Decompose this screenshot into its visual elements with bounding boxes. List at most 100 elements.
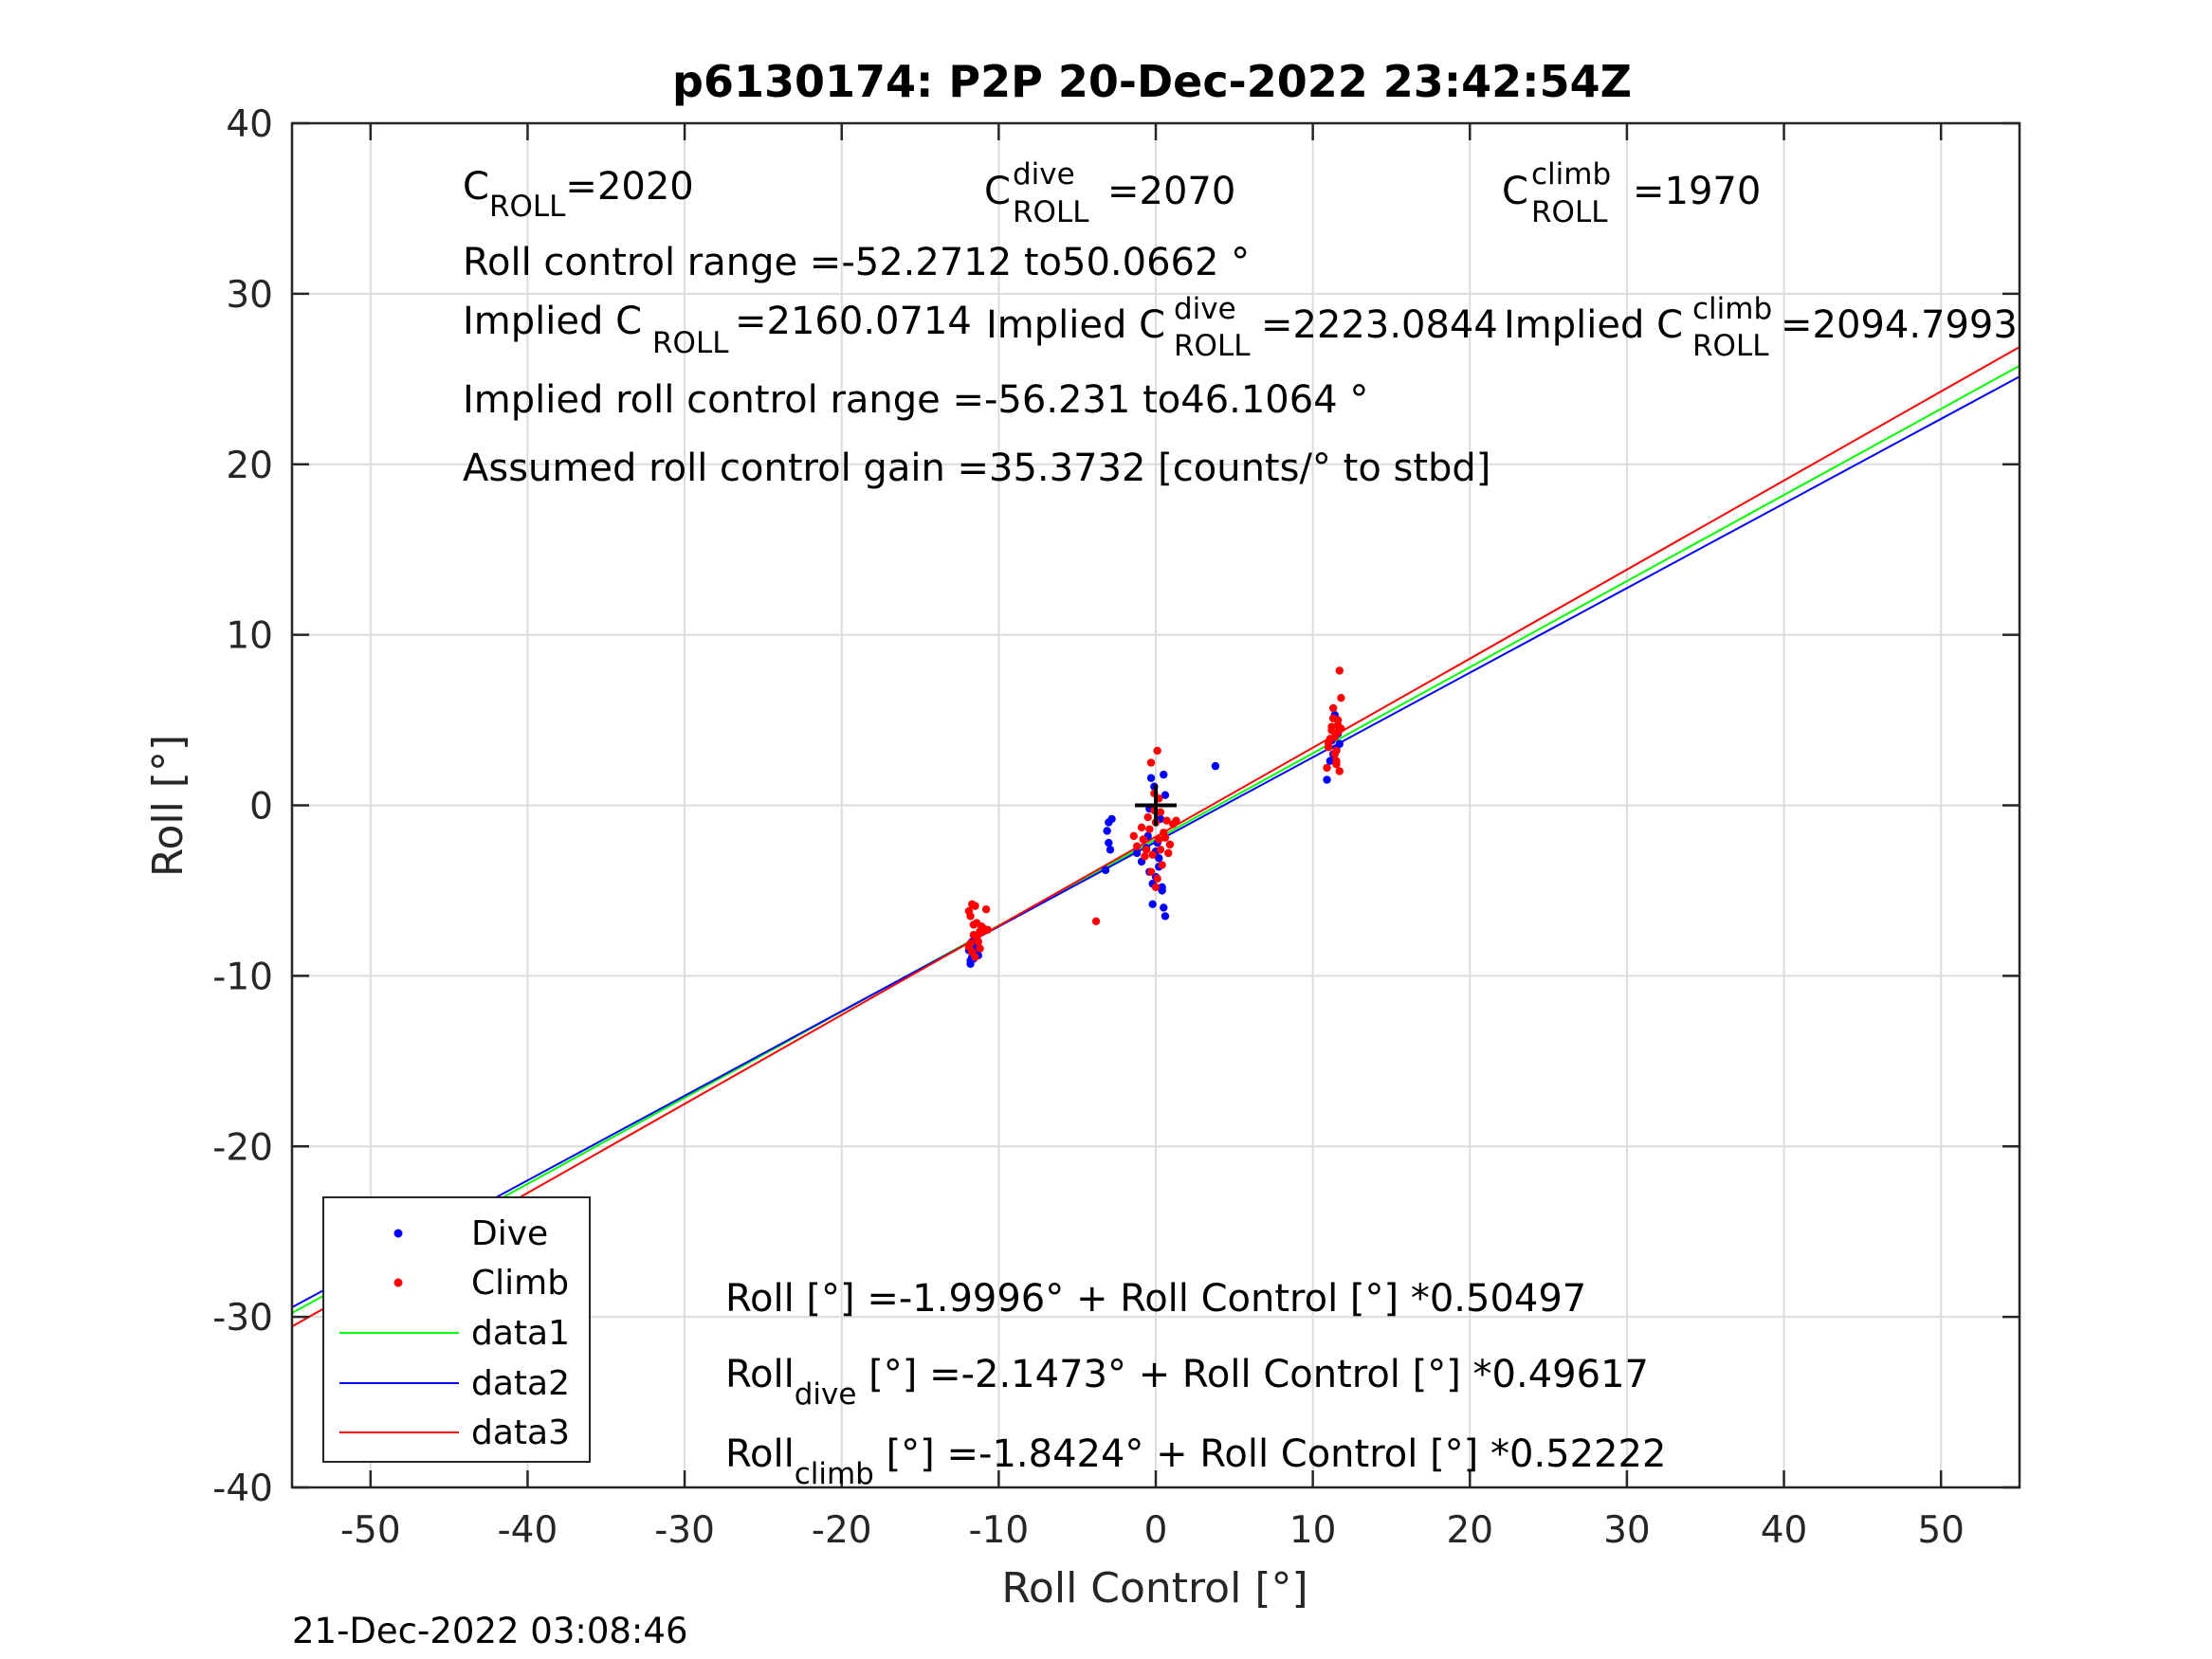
- y-tick-label: 40: [226, 103, 273, 146]
- point-climb: [1145, 825, 1154, 833]
- point-climb: [1161, 833, 1170, 842]
- point-climb: [1156, 808, 1165, 816]
- implied-c-roll-annotation: Implied C ROLL =2160.0714: [463, 300, 972, 360]
- y-axis-label: Roll [°]: [144, 735, 192, 877]
- y-tick-label: -20: [212, 1126, 273, 1169]
- point-climb: [972, 919, 981, 927]
- y-tick-label: 30: [226, 274, 273, 317]
- point-climb: [1142, 846, 1151, 854]
- svg-text:=2160.0714: =2160.0714: [735, 300, 972, 343]
- x-tick-label: 0: [1144, 1509, 1168, 1552]
- point-dive: [1107, 814, 1116, 824]
- y-tick-label: -40: [212, 1468, 273, 1510]
- point-dive: [1161, 912, 1170, 921]
- legend-label-data2: data2: [471, 1364, 570, 1403]
- point-climb: [1148, 850, 1157, 859]
- point-climb: [1162, 816, 1171, 825]
- svg-text:=2070: =2070: [1107, 170, 1235, 213]
- svg-text:ROLL: ROLL: [1692, 329, 1769, 363]
- x-tick-label: 30: [1603, 1509, 1651, 1552]
- point-climb: [1335, 666, 1344, 675]
- point-climb: [971, 902, 979, 910]
- equation-dive: Rolldive [°] =-2.1473° + Roll Control [°…: [725, 1353, 1649, 1412]
- implied-c-roll-climb-annotation: Implied C climb ROLL =2094.7993: [1504, 292, 2018, 363]
- legend-label-data1: data1: [471, 1314, 570, 1353]
- point-climb: [1325, 739, 1333, 748]
- legend-marker-climb: [393, 1278, 403, 1287]
- point-climb: [974, 938, 983, 946]
- point-dive: [1160, 770, 1168, 779]
- point-climb: [1151, 883, 1161, 892]
- c-roll-climb-annotation: C climb ROLL =1970: [1502, 157, 1761, 229]
- point-climb: [981, 905, 991, 914]
- point-climb: [1129, 831, 1139, 841]
- point-dive: [1158, 883, 1166, 892]
- point-dive: [1146, 774, 1156, 782]
- point-dive: [1160, 903, 1168, 912]
- x-tick-label: -50: [340, 1509, 401, 1552]
- point-dive: [1101, 866, 1110, 875]
- point-climb: [966, 912, 975, 921]
- svg-text:=2094.7993: =2094.7993: [1781, 303, 2018, 347]
- point-climb: [1132, 842, 1142, 850]
- svg-text:C: C: [1502, 170, 1528, 213]
- x-tick-label: -20: [812, 1509, 872, 1552]
- point-climb: [976, 944, 984, 953]
- point-climb: [1328, 714, 1338, 722]
- x-axis-label: Roll Control [°]: [1001, 1564, 1307, 1613]
- point-climb: [1091, 917, 1101, 926]
- chart-title: p6130174: P2P 20-Dec-2022 23:42:54Z: [672, 56, 1632, 107]
- svg-text:=2223.0844: =2223.0844: [1261, 303, 1498, 347]
- x-tick-label: -10: [969, 1509, 1030, 1552]
- legend-box: [322, 1196, 591, 1463]
- point-dive: [1323, 775, 1331, 784]
- point-climb: [1153, 874, 1161, 884]
- point-climb: [1153, 746, 1161, 756]
- point-dive: [1132, 848, 1142, 858]
- axis-ticks: [292, 121, 2020, 1489]
- svg-text:Implied C: Implied C: [986, 303, 1165, 347]
- point-dive: [1335, 739, 1344, 748]
- x-tick-label: 40: [1761, 1509, 1808, 1552]
- y-tick-label: -30: [212, 1297, 273, 1340]
- svg-text:ROLL: ROLL: [1531, 195, 1608, 229]
- point-climb: [1146, 867, 1156, 876]
- point-dive: [1105, 838, 1113, 848]
- svg-text:dive: dive: [1174, 292, 1236, 326]
- point-climb: [983, 925, 992, 935]
- y-tick-label: 10: [226, 615, 273, 658]
- svg-text:ROLL: ROLL: [1174, 329, 1251, 363]
- y-tick-labels: -40 -30 -20 -10 0 10 20 30 40: [212, 103, 273, 1510]
- fit-line-data3: [291, 346, 2020, 1328]
- x-tick-label: -30: [654, 1509, 715, 1552]
- x-tick-labels: -50 -40 -30 -20 -10 0 10 20 30 40 50: [340, 1509, 1965, 1552]
- x-tick-label: 50: [1917, 1509, 1965, 1552]
- legend-label-climb: Climb: [471, 1264, 569, 1303]
- point-climb: [1328, 703, 1338, 713]
- point-climb: [1137, 823, 1146, 832]
- point-climb: [1323, 763, 1331, 773]
- origin-marker: [1135, 784, 1177, 827]
- roll-range-annotation: Roll control range =-52.2712 to50.0662 °: [463, 241, 1250, 284]
- point-climb: [1164, 848, 1173, 858]
- c-roll-annotation: CROLL=2020: [463, 165, 694, 224]
- point-climb: [1156, 846, 1165, 854]
- point-dive: [1161, 791, 1170, 799]
- equation-all: Roll [°] =-1.9996° + Roll Control [°] *0…: [725, 1277, 1586, 1321]
- point-climb: [1155, 835, 1163, 844]
- legend: Dive Climb data1 data2 data3: [322, 1196, 591, 1463]
- point-climb: [1337, 693, 1345, 702]
- point-dive: [1211, 761, 1220, 771]
- point-climb: [971, 953, 979, 961]
- c-roll-dive-annotation: C dive ROLL =2070: [984, 157, 1235, 229]
- point-climb: [1333, 720, 1343, 730]
- point-dive: [1106, 846, 1115, 854]
- svg-text:ROLL: ROLL: [1013, 195, 1089, 229]
- point-climb: [1158, 861, 1166, 869]
- svg-text:C: C: [984, 170, 1011, 213]
- point-climb: [1332, 760, 1341, 769]
- legend-marker-dive: [393, 1229, 403, 1238]
- svg-text:climb: climb: [1531, 157, 1611, 191]
- y-tick-label: 0: [249, 786, 273, 829]
- x-tick-label: 20: [1446, 1509, 1493, 1552]
